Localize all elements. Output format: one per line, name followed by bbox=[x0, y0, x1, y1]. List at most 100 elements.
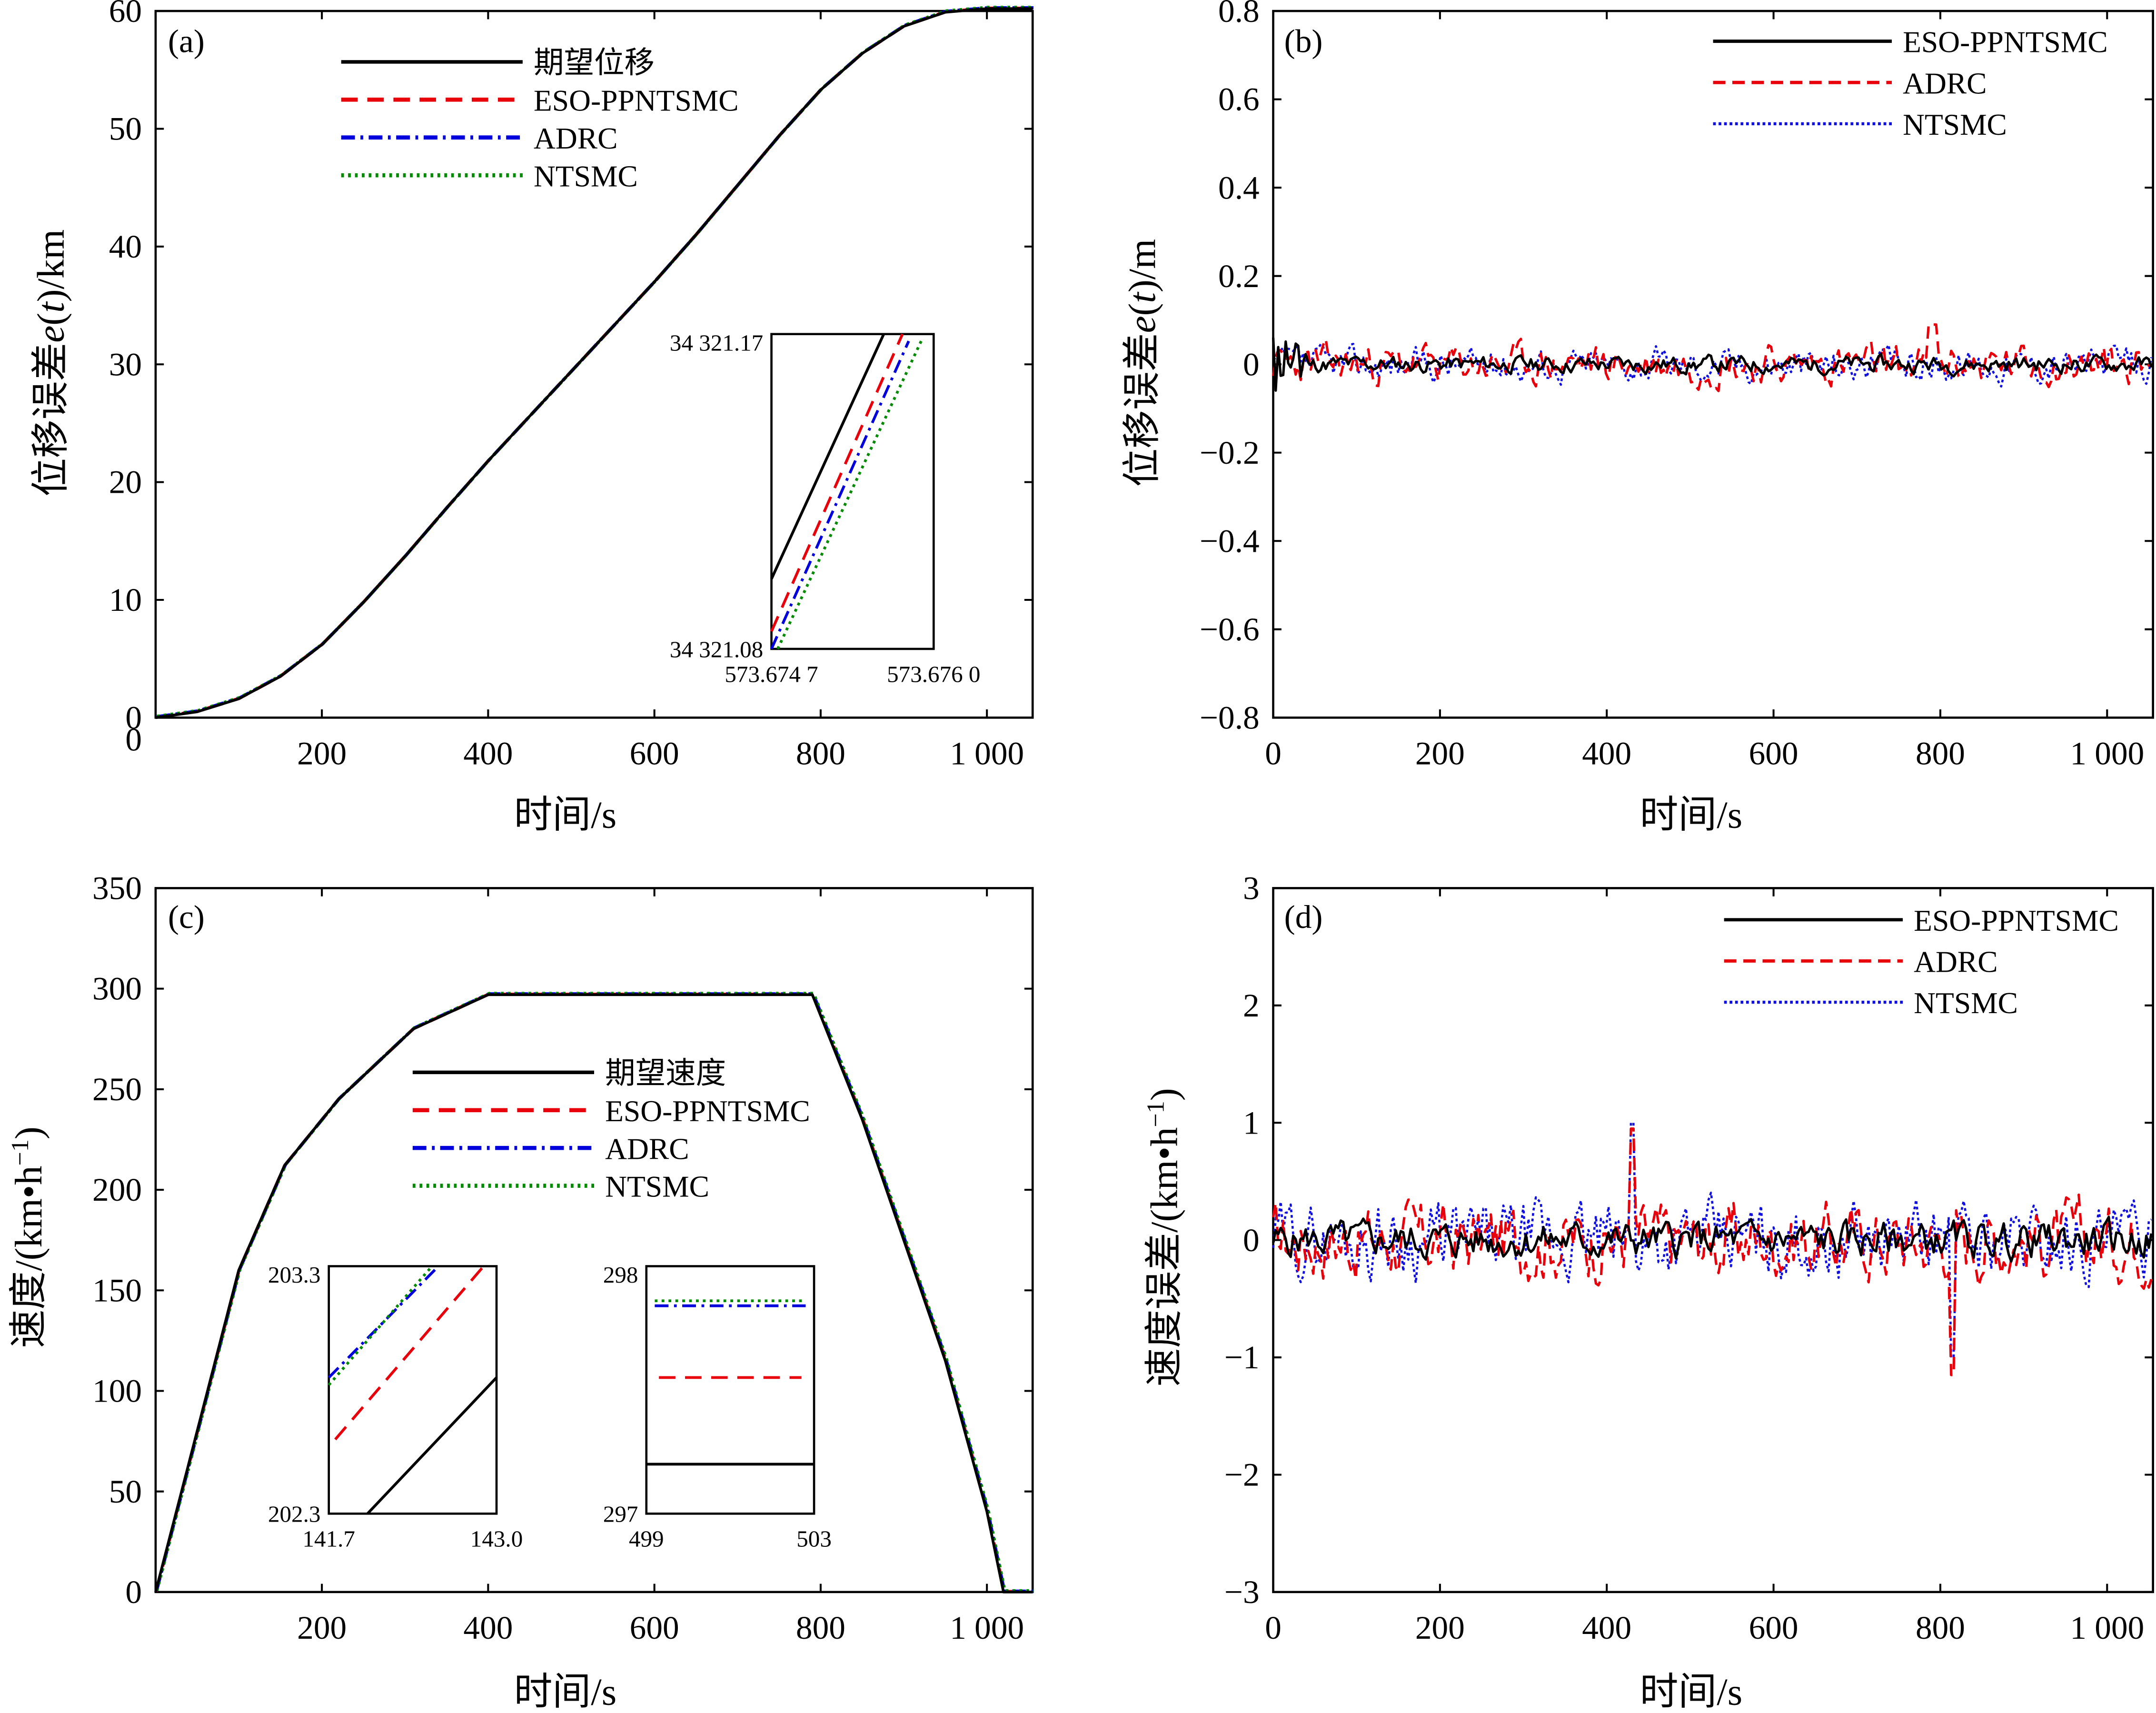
legend-label: NTSMC bbox=[605, 1170, 709, 1204]
panel-d: 0 200 400 600 800 1 000 −3 −2 −1 0 1 2 3 (d) 时间/s 速度… bbox=[1142, 870, 2154, 1713]
y-tick-label: 50 bbox=[109, 1473, 142, 1510]
x-tick-label: 800 bbox=[1916, 735, 1965, 772]
legend-label: ESO-PPNTSMC bbox=[534, 83, 739, 117]
panel-d-label: (d) bbox=[1284, 898, 1323, 935]
x-tick-label: 0 bbox=[1265, 735, 1282, 772]
plot-frame bbox=[154, 887, 1034, 1593]
panel-c: 200 400 600 800 1 000 0 50 100 150 200 250 300 350 (… bbox=[7, 870, 1034, 1713]
y-tick-label: 250 bbox=[92, 1071, 142, 1107]
inset-y-max-label: 203.3 bbox=[268, 1262, 320, 1288]
panel-b-xlabel: 时间/s bbox=[1640, 794, 1743, 836]
x-tick-label: 400 bbox=[463, 735, 513, 772]
y-tick-label: 0.8 bbox=[1218, 0, 1260, 29]
panel-a-ylabel: 位移误差e(t)/km bbox=[30, 229, 72, 497]
x-tick-label: 1 000 bbox=[2070, 735, 2144, 772]
y-tick-label: 150 bbox=[92, 1272, 142, 1308]
y-tick-label: 0.4 bbox=[1218, 169, 1260, 206]
x-tick-label: 0 bbox=[1265, 1609, 1282, 1646]
y-tick-label: −2 bbox=[1224, 1456, 1260, 1493]
inset-series-line bbox=[776, 340, 923, 650]
x-tick-label: 1 000 bbox=[950, 1609, 1024, 1646]
legend-label: NTSMC bbox=[1903, 108, 2007, 141]
y-tick-label: 0.6 bbox=[1218, 81, 1260, 118]
series-line-desired bbox=[154, 993, 1033, 1593]
inset-y-max-label: 34 321.17 bbox=[670, 329, 763, 356]
panel-d-legend: ESO-PPNTSMC ADRC NTSMC bbox=[1724, 904, 2119, 1020]
panel-b-ylabel: 位移误差e(t)/m bbox=[1121, 239, 1163, 487]
inset-y-min-label: 202.3 bbox=[268, 1501, 320, 1527]
inset-y-max-label: 298 bbox=[603, 1262, 638, 1288]
x-tick-label: 400 bbox=[1582, 1609, 1631, 1646]
inset-lines bbox=[646, 1299, 815, 1466]
x-tick-label: 1 000 bbox=[2070, 1609, 2144, 1646]
panel-b-legend: ESO-PPNTSMC ADRC NTSMC bbox=[1713, 25, 2108, 141]
inset-lines bbox=[328, 1265, 498, 1515]
panel-a-xlabel: 时间/s bbox=[514, 794, 617, 836]
inset-x-max-label: 143.0 bbox=[470, 1526, 523, 1552]
x-tick-label: 600 bbox=[630, 1609, 679, 1646]
legend-label: ADRC bbox=[1903, 66, 1987, 100]
y-tick-label: 1 bbox=[1243, 1104, 1260, 1141]
inset-series-line bbox=[770, 333, 885, 580]
x-tick-label: 800 bbox=[1916, 1609, 1965, 1646]
y-tick-label: 350 bbox=[92, 870, 142, 906]
y-origin-label: 0 bbox=[125, 721, 142, 758]
legend-label: 期望位移 bbox=[534, 46, 655, 80]
panel-b-label: (b) bbox=[1284, 23, 1323, 60]
x-tick-label: 600 bbox=[630, 735, 679, 772]
y-tick-label: 300 bbox=[92, 970, 142, 1007]
x-tick-label: 200 bbox=[1415, 735, 1465, 772]
y-tick-label: −0.2 bbox=[1200, 434, 1260, 471]
y-tick-label: 0 bbox=[125, 1574, 142, 1610]
y-tick-label: 100 bbox=[92, 1373, 142, 1409]
inset-x-max-label: 573.676 0 bbox=[887, 661, 980, 687]
inset-lines bbox=[770, 333, 923, 650]
x-tick-label: 600 bbox=[1749, 735, 1798, 772]
y-tick-label: −0.6 bbox=[1200, 611, 1260, 647]
y-tick-label: −1 bbox=[1224, 1339, 1260, 1375]
x-tick-label: 200 bbox=[297, 1609, 347, 1646]
legend-label: ESO-PPNTSMC bbox=[1903, 25, 2108, 59]
y-tick-label: 0 bbox=[1243, 346, 1260, 382]
y-tick-label: 50 bbox=[109, 110, 142, 147]
panel-d-plot: 0 200 400 600 800 1 000 −3 −2 −1 0 1 2 3 bbox=[1224, 870, 2154, 1646]
series-line bbox=[1272, 337, 2153, 392]
y-tick-label: 0 bbox=[125, 699, 142, 736]
panel-c-plot: 200 400 600 800 1 000 0 50 100 150 200 250 300 350 bbox=[92, 870, 1034, 1646]
inset-series-line bbox=[328, 1265, 433, 1386]
x-tick-label: 200 bbox=[1415, 1609, 1465, 1646]
inset-frame bbox=[645, 1265, 815, 1515]
y-tick-label: 20 bbox=[109, 464, 142, 500]
y-tick-label: 2 bbox=[1243, 987, 1260, 1024]
panel-d-ylabel: 速度误差/(km•h−1) bbox=[1142, 1088, 1186, 1386]
series-line bbox=[1272, 1121, 2152, 1359]
panel-c-legend: 期望速度 ESO-PPNTSMC ADRC NTSMC bbox=[412, 1056, 810, 1204]
panel-c-label: (c) bbox=[168, 898, 205, 935]
x-tick-label: 800 bbox=[796, 735, 845, 772]
y-tick-label: 40 bbox=[109, 228, 142, 265]
inset-series-line bbox=[770, 340, 910, 650]
panel-b-plot: 0 200 400 600 800 1 000 −0.8 −0.6 −0.4 −0.2 0 0.2 0.… bbox=[1200, 0, 2154, 772]
inset-series-line bbox=[770, 333, 904, 632]
y-tick-label: −0.4 bbox=[1200, 522, 1260, 559]
y-tick-label: 0 bbox=[1243, 1222, 1260, 1258]
inset-x-max-label: 503 bbox=[796, 1526, 832, 1552]
series-line bbox=[1272, 1215, 2153, 1263]
inset-series-line bbox=[366, 1376, 498, 1515]
legend-label: 期望速度 bbox=[605, 1056, 726, 1090]
panel-c-xlabel: 时间/s bbox=[514, 1671, 617, 1713]
legend-label: NTSMC bbox=[534, 159, 638, 193]
legend-label: ADRC bbox=[1914, 945, 1997, 979]
y-tick-label: 10 bbox=[109, 581, 142, 618]
legend-label: ADRC bbox=[605, 1132, 689, 1165]
inset-x-min-label: 499 bbox=[629, 1526, 664, 1552]
y-tick-label: −0.8 bbox=[1200, 699, 1260, 736]
x-tick-label: 800 bbox=[796, 1609, 845, 1646]
panel-b: 0 200 400 600 800 1 000 −0.8 −0.6 −0.4 −0.2 0 0.2 0.… bbox=[1121, 0, 2154, 836]
inset-series-line bbox=[328, 1265, 440, 1379]
